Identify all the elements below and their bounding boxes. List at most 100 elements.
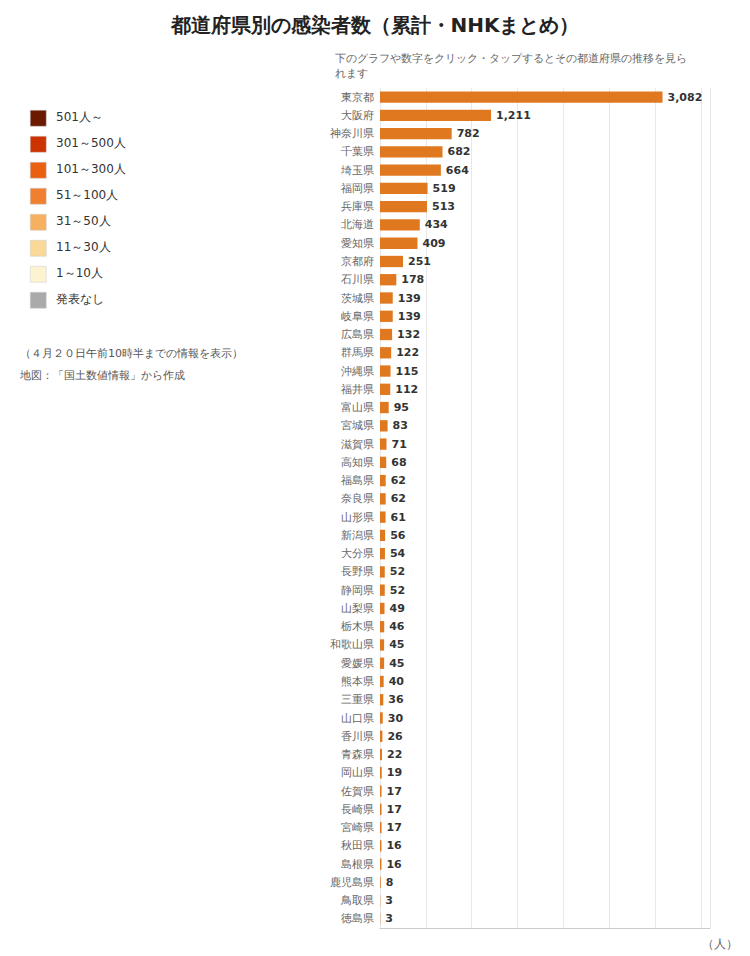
svg-text:45: 45 [389,638,404,651]
svg-text:1～10人: 1～10人 [56,266,103,280]
svg-text:782: 782 [457,127,480,140]
svg-text:16: 16 [386,858,402,871]
svg-text:秋田県: 秋田県 [341,839,374,852]
svg-text:佐賀県: 佐賀県 [341,785,374,798]
svg-text:3,082: 3,082 [668,91,703,104]
svg-text:埼玉県: 埼玉県 [340,164,374,177]
svg-text:宮崎県: 宮崎県 [341,821,374,834]
svg-text:95: 95 [394,401,409,414]
svg-text:132: 132 [397,328,420,341]
svg-text:682: 682 [448,145,471,158]
svg-text:熊本県: 熊本県 [341,675,374,688]
svg-text:31～50人: 31～50人 [56,214,111,228]
svg-text:40: 40 [389,675,405,688]
svg-text:下のグラフや数字をクリック・タップするとその都道府県の推移を: 下のグラフや数字をクリック・タップするとその都道府県の推移を見ら [335,52,687,65]
svg-text:香川県: 香川県 [341,730,374,743]
svg-text:岡山県: 岡山県 [341,766,374,779]
svg-text:東京都: 東京都 [341,91,374,104]
svg-text:和歌山県: 和歌山県 [330,638,374,651]
svg-text:101～300人: 101～300人 [56,162,126,176]
svg-text:地図：「国土数値情報」から作成: 地図：「国土数値情報」から作成 [19,369,185,382]
svg-text:富山県: 富山県 [341,401,374,414]
svg-text:52: 52 [390,565,405,578]
svg-text:83: 83 [393,419,408,432]
svg-text:3: 3 [385,912,393,925]
svg-text:沖縄県: 沖縄県 [341,365,374,378]
svg-text:大阪府: 大阪府 [341,109,374,122]
svg-text:山形県: 山形県 [341,511,374,524]
svg-text:139: 139 [398,310,421,323]
svg-text:513: 513 [432,200,455,213]
svg-text:71: 71 [392,438,407,451]
svg-text:（４月２０日午前10時半までの情報を表示）: （４月２０日午前10時半までの情報を表示） [20,347,243,360]
svg-text:56: 56 [390,529,406,542]
svg-text:石川県: 石川県 [341,273,374,286]
svg-text:滋賀県: 滋賀県 [341,438,374,451]
svg-text:徳島県: 徳島県 [341,912,374,925]
svg-text:茨城県: 茨城県 [341,292,374,305]
svg-text:17: 17 [387,803,402,816]
svg-text:17: 17 [387,821,402,834]
svg-text:52: 52 [390,584,405,597]
svg-text:519: 519 [433,182,456,195]
svg-text:45: 45 [389,657,404,670]
svg-text:16: 16 [386,839,402,852]
svg-text:高知県: 高知県 [341,456,374,469]
svg-text:62: 62 [391,492,406,505]
svg-text:664: 664 [446,164,469,177]
svg-text:51～100人: 51～100人 [56,188,118,202]
svg-text:139: 139 [398,292,421,305]
svg-text:広島県: 広島県 [341,328,374,341]
svg-text:都道府県別の感染者数（累計・NHKまとめ）: 都道府県別の感染者数（累計・NHKまとめ） [170,13,580,37]
svg-text:山梨県: 山梨県 [341,602,374,615]
svg-text:19: 19 [387,766,402,779]
svg-text:251: 251 [408,255,431,268]
svg-text:301～500人: 301～500人 [56,136,126,150]
svg-text:62: 62 [391,474,406,487]
svg-text:岐阜県: 岐阜県 [341,310,374,323]
svg-text:61: 61 [391,511,406,524]
svg-text:36: 36 [388,693,404,706]
svg-text:46: 46 [389,620,405,633]
svg-text:京都府: 京都府 [341,255,374,268]
svg-text:神奈川県: 神奈川県 [330,127,374,140]
svg-text:26: 26 [387,730,403,743]
svg-text:福井県: 福井県 [341,383,374,396]
svg-text:122: 122 [396,346,419,359]
svg-text:発表なし: 発表なし [56,292,104,306]
svg-text:千葉県: 千葉県 [341,145,374,158]
svg-text:愛知県: 愛知県 [341,237,374,250]
svg-text:68: 68 [391,456,406,469]
svg-text:大分県: 大分県 [341,547,374,560]
svg-text:8: 8 [386,876,394,889]
svg-text:青森県: 青森県 [341,748,374,761]
svg-text:鳥取県: 鳥取県 [340,894,374,907]
svg-text:3: 3 [385,894,393,907]
svg-text:群馬県: 群馬県 [341,346,374,359]
svg-text:501人～: 501人～ [56,110,103,124]
svg-text:434: 434 [425,218,448,231]
svg-text:54: 54 [390,547,406,560]
svg-text:49: 49 [389,602,404,615]
svg-text:福岡県: 福岡県 [341,182,374,195]
svg-text:栃木県: 栃木県 [341,620,374,633]
svg-text:17: 17 [387,785,402,798]
svg-text:静岡県: 静岡県 [341,584,374,597]
svg-text:30: 30 [388,712,404,725]
svg-text:長崎県: 長崎県 [341,803,374,816]
svg-text:島根県: 島根県 [341,858,374,871]
svg-text:1,211: 1,211 [496,109,531,122]
svg-text:福島県: 福島県 [341,474,374,487]
svg-text:宮城県: 宮城県 [341,419,374,432]
svg-text:れます: れます [335,67,368,80]
svg-text:兵庫県: 兵庫県 [341,200,374,213]
svg-text:11～30人: 11～30人 [56,240,111,254]
svg-text:愛媛県: 愛媛県 [341,657,374,670]
svg-text:山口県: 山口県 [341,712,374,725]
svg-text:409: 409 [422,237,445,250]
svg-text:22: 22 [387,748,402,761]
svg-text:三重県: 三重県 [341,693,374,706]
svg-text:（人）: （人） [702,937,738,951]
svg-text:新潟県: 新潟県 [341,529,374,542]
svg-text:長野県: 長野県 [341,565,374,578]
